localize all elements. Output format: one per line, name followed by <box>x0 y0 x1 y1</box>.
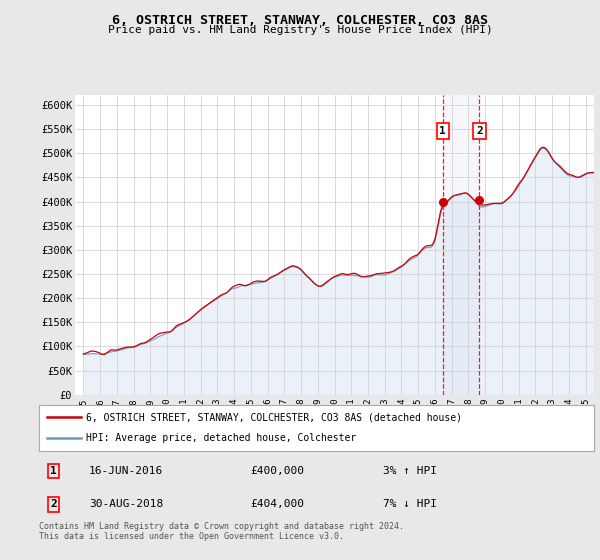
Text: 1: 1 <box>50 466 57 476</box>
Text: Contains HM Land Registry data © Crown copyright and database right 2024.
This d: Contains HM Land Registry data © Crown c… <box>39 522 404 542</box>
Text: 30-AUG-2018: 30-AUG-2018 <box>89 499 163 509</box>
Text: HPI: Average price, detached house, Colchester: HPI: Average price, detached house, Colc… <box>86 433 356 444</box>
Text: 6, OSTRICH STREET, STANWAY, COLCHESTER, CO3 8AS: 6, OSTRICH STREET, STANWAY, COLCHESTER, … <box>112 14 488 27</box>
Bar <box>443 95 479 395</box>
Text: £404,000: £404,000 <box>250 499 304 509</box>
Text: 1: 1 <box>439 126 446 136</box>
Text: 6, OSTRICH STREET, STANWAY, COLCHESTER, CO3 8AS (detached house): 6, OSTRICH STREET, STANWAY, COLCHESTER, … <box>86 412 462 422</box>
Text: £400,000: £400,000 <box>250 466 304 476</box>
Text: 7% ↓ HPI: 7% ↓ HPI <box>383 499 437 509</box>
Text: 16-JUN-2016: 16-JUN-2016 <box>89 466 163 476</box>
Text: 3% ↑ HPI: 3% ↑ HPI <box>383 466 437 476</box>
Text: 2: 2 <box>50 499 57 509</box>
Text: 2: 2 <box>476 126 483 136</box>
Text: Price paid vs. HM Land Registry's House Price Index (HPI): Price paid vs. HM Land Registry's House … <box>107 25 493 35</box>
